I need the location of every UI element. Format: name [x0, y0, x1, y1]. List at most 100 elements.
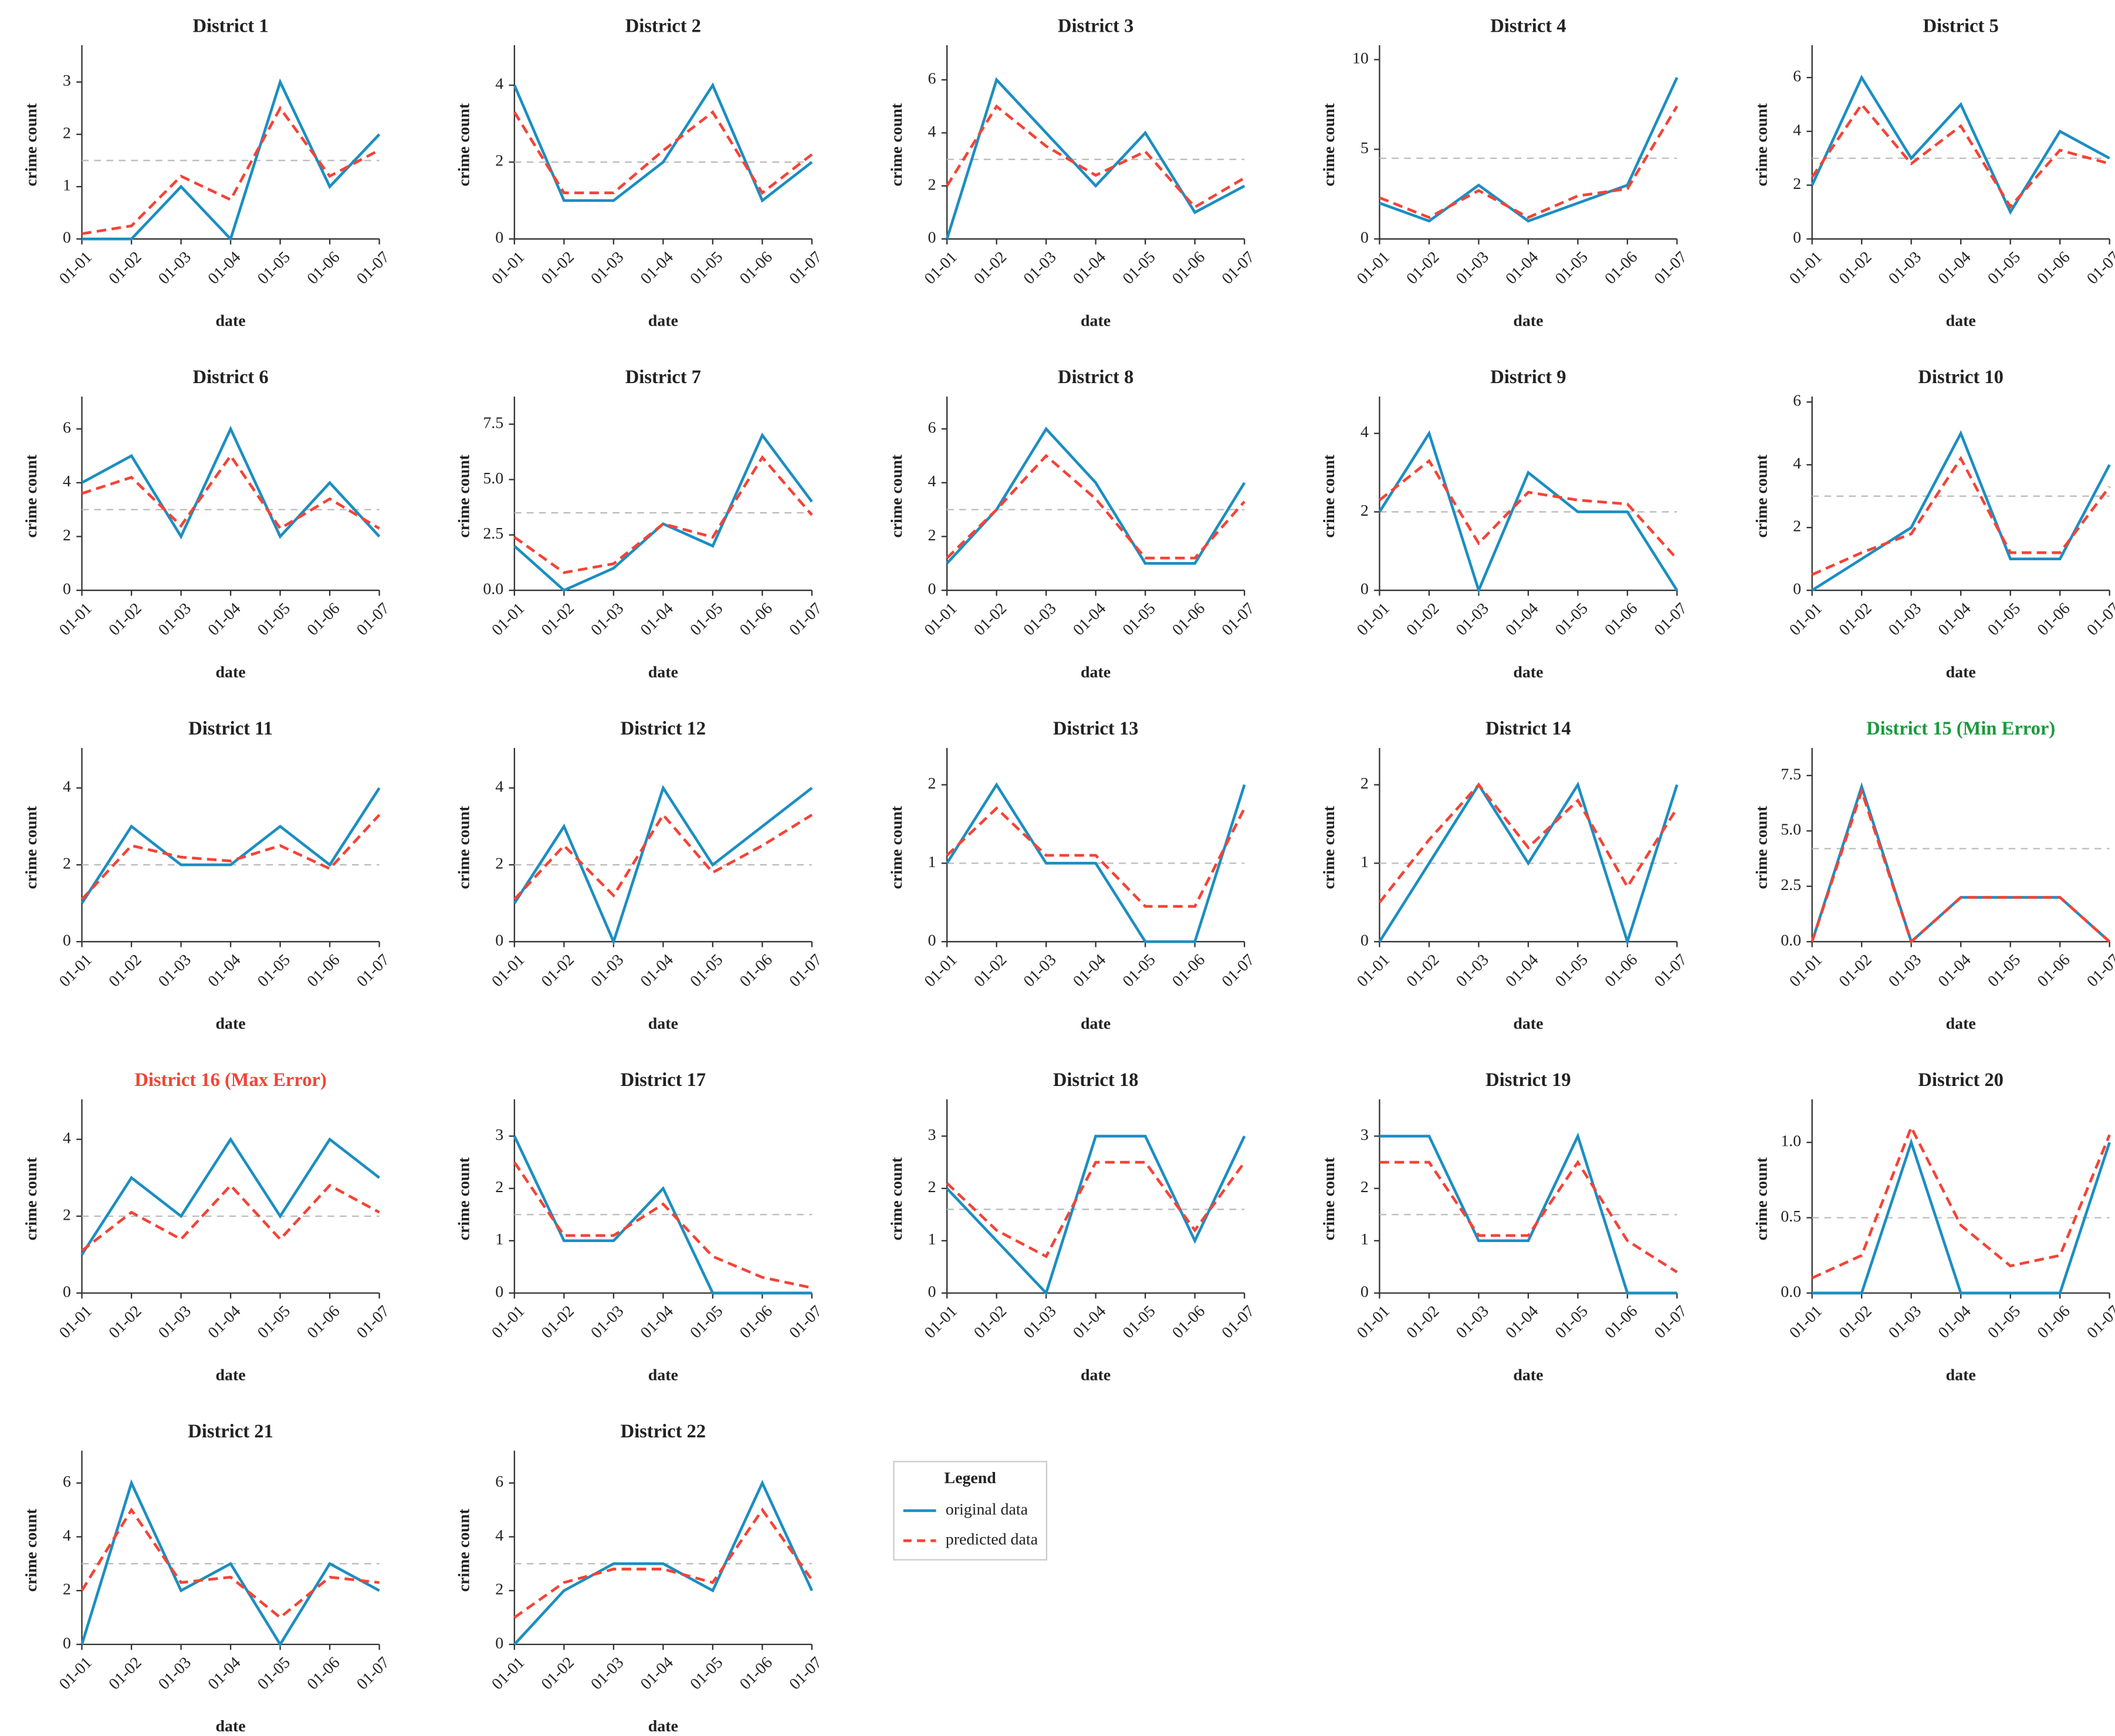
x-tick-label: 01-04 [1502, 600, 1542, 639]
x-tick-label: 01-03 [1453, 1302, 1493, 1342]
y-tick-label: 2 [1361, 502, 1369, 520]
y-axis-label: crime count [455, 1157, 473, 1240]
x-tick-label: 01-07 [1651, 951, 1691, 991]
series-line [1812, 1138, 2111, 1295]
x-tick-label: 01-04 [205, 1302, 245, 1342]
chart-title: District 3 [1058, 15, 1133, 36]
subplot: District 21 0 2 4 6 crime count 01-01 01-02 01-0… [22, 1421, 393, 1735]
x-tick-label: 01-07 [786, 1302, 825, 1342]
y-tick-label: 1 [928, 1230, 936, 1248]
x-tick-label: 01-02 [106, 951, 145, 991]
y-axis-label: crime count [888, 1157, 906, 1240]
y-tick-label: 4 [495, 1527, 503, 1545]
y-tick-label: 6 [1793, 392, 1801, 410]
y-tick-label: 7.5 [1781, 765, 1801, 783]
x-tick-label: 01-07 [353, 951, 393, 991]
chart-title: District 15 (Min Error) [1866, 718, 2055, 739]
y-tick-label: 0 [1361, 229, 1369, 247]
y-tick-label: 1 [1361, 853, 1369, 871]
x-tick-label: 01-04 [1935, 1302, 1975, 1342]
x-axis-label: date [648, 312, 678, 330]
subplot: District 14 0 1 2 crime count 01-01 01-02 01-03… [1320, 718, 1691, 1033]
chart-title: District 21 [188, 1421, 273, 1442]
x-axis-label: date [1946, 312, 1976, 330]
x-tick-label: 01-06 [736, 1302, 776, 1342]
x-tick-label: 01-01 [488, 248, 528, 288]
y-tick-label: 3 [928, 1126, 936, 1144]
series-line [946, 1135, 1246, 1296]
series-line [1811, 455, 2111, 576]
y-tick-label: 0 [63, 580, 71, 598]
x-tick-label: 01-01 [1786, 951, 1826, 991]
x-axis-label: date [1946, 1014, 1976, 1033]
x-tick-label: 01-06 [736, 951, 776, 991]
x-tick-label: 01-03 [1885, 951, 1925, 991]
x-tick-label: 01-05 [254, 600, 294, 639]
x-tick-label: 01-02 [1403, 951, 1443, 991]
x-tick-label: 01-05 [254, 1653, 294, 1693]
x-tick-label: 01-06 [2034, 1302, 2074, 1342]
y-axis-label: crime count [22, 806, 40, 889]
subplot: District 7 0.0 2.5 5.0 7.5 crime count 01-01 01… [455, 367, 826, 681]
x-tick-label: 01-05 [1984, 1302, 2024, 1342]
x-tick-label: 01-01 [921, 1302, 961, 1342]
x-tick-label: 01-01 [488, 1653, 528, 1693]
x-tick-label: 01-04 [1935, 600, 1975, 639]
x-tick-label: 01-04 [637, 248, 677, 288]
subplot: District 5 0 2 4 6 crime count 01-01 01-02 01-03… [1752, 15, 2115, 330]
x-tick-label: 01-07 [786, 951, 825, 991]
x-tick-label: 01-07 [1219, 951, 1258, 991]
x-tick-label: 01-07 [353, 1653, 393, 1693]
x-tick-label: 01-02 [970, 248, 1010, 288]
x-tick-label: 01-06 [304, 1302, 344, 1342]
y-tick-label: 4 [63, 777, 71, 796]
x-axis-label: date [215, 312, 245, 330]
x-tick-label: 01-06 [304, 600, 344, 639]
series-line [513, 82, 813, 203]
x-tick-label: 01-03 [1885, 1302, 1925, 1342]
y-tick-label: 2.5 [483, 524, 503, 543]
legend-title: Legend [944, 1469, 996, 1487]
chart-title: District 11 [188, 718, 273, 739]
x-tick-label: 01-03 [155, 1302, 195, 1342]
y-axis-label: crime count [455, 806, 473, 889]
x-tick-label: 01-07 [2083, 951, 2115, 991]
y-tick-label: 0.0 [483, 580, 503, 598]
x-tick-label: 01-06 [304, 951, 344, 991]
chart-title: District 17 [621, 1070, 706, 1091]
y-axis-label: crime count [1752, 806, 1771, 889]
x-tick-label: 01-07 [2083, 600, 2115, 639]
series-line [1378, 430, 1679, 594]
x-tick-label: 01-02 [1836, 600, 1876, 639]
y-tick-label: 3 [1361, 1126, 1369, 1144]
y-tick-label: 4 [63, 1527, 71, 1545]
x-tick-label: 01-02 [1836, 951, 1876, 991]
series-line [513, 813, 813, 901]
y-axis-label: crime count [888, 454, 906, 537]
y-tick-label: 0 [63, 1634, 71, 1652]
y-tick-label: 0 [495, 931, 503, 949]
chart-title: District 6 [192, 367, 268, 388]
x-tick-label: 01-01 [56, 248, 96, 288]
chart-title: District 1 [192, 15, 268, 36]
series-line [513, 110, 813, 195]
x-axis-label: date [1513, 1366, 1543, 1384]
y-tick-label: 3 [63, 72, 71, 90]
x-tick-label: 01-04 [1070, 600, 1109, 639]
x-tick-label: 01-05 [1552, 600, 1592, 639]
x-tick-label: 01-05 [254, 951, 294, 991]
y-tick-label: 0 [495, 229, 503, 247]
x-tick-label: 01-05 [686, 600, 726, 639]
x-axis-label: date [1081, 312, 1111, 330]
y-tick-label: 0.0 [1781, 931, 1801, 949]
x-tick-label: 01-05 [686, 248, 726, 288]
x-tick-label: 01-04 [637, 600, 677, 639]
y-tick-label: 2 [1793, 517, 1801, 536]
y-tick-label: 0 [63, 229, 71, 247]
y-tick-label: 5.0 [1781, 821, 1801, 839]
series-line [946, 782, 1246, 943]
series-line [946, 806, 1246, 908]
